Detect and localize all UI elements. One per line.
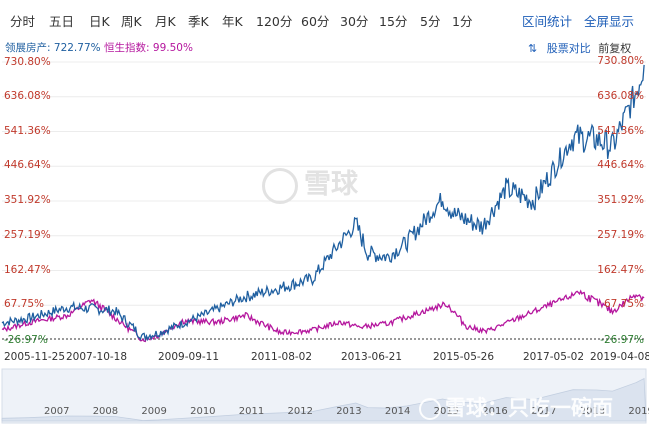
main-series-line [1,64,645,342]
y-tick-label-left: 162.47% [4,263,51,276]
tab-30min[interactable]: 30分 [340,14,369,29]
period-toolbar: 分时 五日 日K 周K 月K 季K 年K 120分 60分 30分 15分 5分… [0,0,649,38]
range-stats-button[interactable]: 区间统计 [522,14,573,29]
tab-120min[interactable]: 120分 [256,14,293,29]
y-tick-label-right: 162.47% [597,263,644,276]
compare-stock-button[interactable]: 股票对比 [546,42,591,55]
navigator-year-label: 2015 [433,406,460,417]
watermark-bottom: 雪球：只吃一碗面 [419,392,613,422]
y-tick-label-left: 730.80% [4,56,51,68]
x-tick-label: 2019-04-08 [590,351,649,363]
swap-icon[interactable]: ⇅ [528,42,538,55]
watermark-center: 雪球 [262,162,358,204]
y-tick-label-right: 446.64% [597,159,644,172]
tab-weekly-k[interactable]: 周K [121,14,142,29]
navigator-year-label: 2007 [44,406,70,417]
tab-five-day[interactable]: 五日 [49,14,75,29]
y-tick-label-left: 257.19% [4,228,51,241]
navigator-year-label: 2012 [287,406,313,417]
legend-main: 领展房产: 722.77% [5,40,101,55]
legend-index: 恒生指数: 99.50% [104,40,193,55]
y-tick-label-right: 541.36% [597,124,644,137]
x-tick-label: 2017-05-02 [523,351,585,363]
y-tick-label-right: 636.08% [597,89,644,102]
adjust-mode-label[interactable]: 前复权 [598,42,632,55]
y-tick-label-left: 351.92% [4,194,51,206]
legend-main-value: 722.77% [53,42,101,54]
tab-1min[interactable]: 1分 [452,14,473,29]
y-tick-label-left: 636.08% [4,89,51,102]
tab-5min[interactable]: 5分 [420,14,441,29]
index-series-line [1,289,645,343]
x-tick-label: 2011-08-02 [251,351,313,363]
navigator-year-label: 2014 [384,406,411,417]
y-tick-label-right: 351.92% [597,194,644,206]
x-tick-label: 2015-05-26 [433,351,495,363]
fullscreen-button[interactable]: 全屏显示 [584,14,635,29]
navigator-year-label: 2011 [238,406,265,417]
tab-15min[interactable]: 15分 [379,14,408,29]
x-tick-label: 2005-11-25 [4,351,66,363]
navigator-year-label: 2019 [628,406,649,417]
navigator-year-label: 2017 [531,406,557,417]
navigator-year-label: 2009 [141,406,167,417]
y-tick-label-left: 446.64% [4,159,51,172]
navigator-year-label: 2010 [190,406,216,417]
tab-monthly-k[interactable]: 月K [155,14,176,29]
y-tick-label-left: 541.36% [4,124,51,137]
watermark-small-logo-icon [419,398,441,420]
tab-60min[interactable]: 60分 [301,14,330,29]
tab-yearly-k[interactable]: 年K [222,14,243,29]
y-tick-label-left: -26.97% [4,334,48,346]
navigator-year-label: 2018 [579,406,606,417]
navigator-area [1,377,647,422]
chart-grid [2,61,646,306]
compare-bar: ⇅ 股票对比 前复权 [528,40,631,56]
x-tick-label: 2009-09-11 [158,351,220,363]
y-tick-label-right: 257.19% [597,228,644,241]
navigator-year-label: 2013 [336,406,362,417]
navigator-year-label: 2008 [92,406,119,417]
y-tick-label-right: 67.75% [603,298,644,311]
legend-index-value: 99.50% [152,42,193,54]
legend-main-name: 领展房产: [5,42,51,54]
y-tick-label-right: 730.80% [597,55,644,67]
y-tick-label-right: -26.97% [600,334,644,346]
x-tick-label: 2013-06-21 [341,351,403,363]
watermark-logo-icon [262,167,298,204]
x-tick-label: 2007-10-18 [66,351,128,363]
tab-daily-k[interactable]: 日K [89,14,110,29]
tab-quarterly-k[interactable]: 季K [188,14,209,29]
y-tick-label-left: 67.75% [4,298,45,311]
legend-index-name: 恒生指数: [104,42,150,54]
tab-intraday[interactable]: 分时 [10,14,36,29]
navigator-year-label: 2016 [482,406,508,417]
